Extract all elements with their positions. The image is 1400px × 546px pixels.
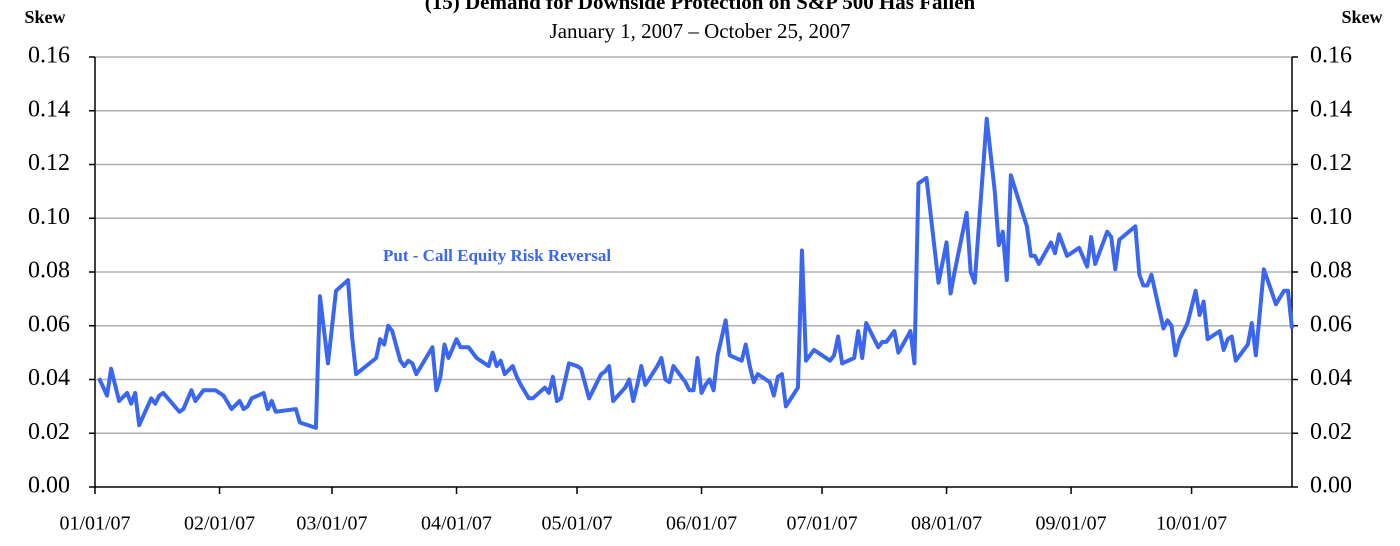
chart-subtitle: January 1, 2007 – October 25, 2007: [550, 19, 851, 43]
x-tick-label: 04/01/07: [421, 513, 492, 535]
x-tick-label: 09/01/07: [1036, 513, 1107, 535]
y2-tick-label: 0.12: [1310, 150, 1352, 176]
y2-tick-label: 0.06: [1310, 311, 1352, 337]
x-tick-label: 06/01/07: [666, 513, 737, 535]
x-tick-label: 03/01/07: [296, 513, 367, 535]
y-tick-label: 0.06: [28, 311, 70, 337]
y-tick-label: 0.16: [28, 43, 70, 69]
y2-tick-label: 0.04: [1310, 365, 1352, 391]
x-tick-label: 07/01/07: [786, 513, 857, 535]
y2-tick-label: 0.02: [1310, 419, 1352, 445]
x-tick-label: 01/01/07: [59, 513, 130, 535]
y-tick-label: 0.10: [28, 204, 70, 230]
y-tick-label: 0.00: [28, 473, 70, 499]
y2-tick-label: 0.08: [1310, 258, 1352, 284]
x-tick-label: 08/01/07: [911, 513, 982, 535]
y-axis-label: Skew: [24, 7, 65, 27]
y-tick-label: 0.14: [28, 96, 70, 122]
y2-tick-label: 0.16: [1310, 43, 1352, 69]
y2-axis-label: Skew: [1341, 7, 1382, 27]
annotation: Put - Call Equity Risk Reversal: [383, 246, 612, 265]
x-tick-label: 05/01/07: [541, 513, 612, 535]
y-tick-label: 0.08: [28, 258, 70, 284]
y2-tick-label: 0.10: [1310, 204, 1352, 230]
x-tick-label: 02/01/07: [184, 513, 255, 535]
y-tick-label: 0.12: [28, 150, 70, 176]
y-tick-label: 0.04: [28, 365, 70, 391]
y2-tick-label: 0.14: [1310, 96, 1352, 122]
data-line: [97, 116, 1294, 430]
chart-title: (15) Demand for Downside Protection on S…: [425, 0, 976, 14]
y2-tick-label: 0.00: [1310, 473, 1352, 499]
x-tick-label: 10/01/07: [1156, 513, 1227, 535]
y-tick-label: 0.02: [28, 419, 70, 445]
